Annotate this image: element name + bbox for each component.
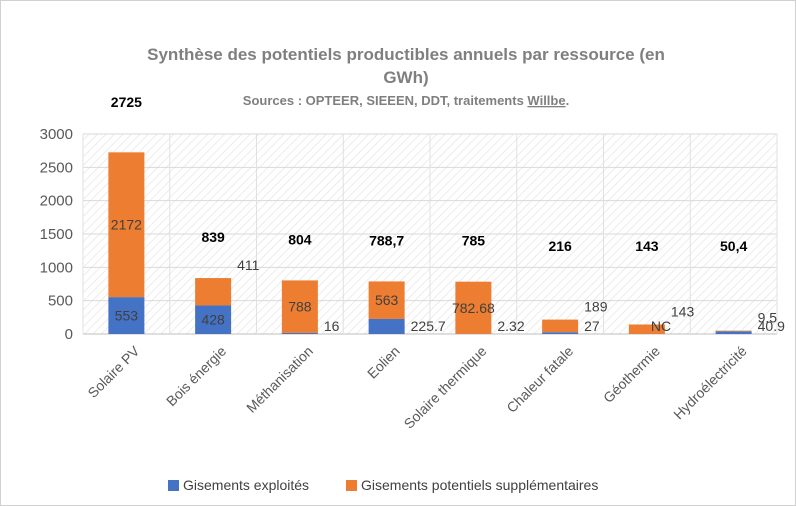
y-tick-label: 500 (48, 293, 73, 310)
data-label-total: 50,4 (720, 238, 747, 254)
y-tick-label: 1500 (40, 226, 73, 243)
data-label-supplementaires: 563 (375, 292, 399, 308)
data-label-exploites: 553 (115, 308, 139, 324)
y-tick-label: 2000 (40, 193, 73, 210)
data-label-supplementaires: 189 (584, 299, 608, 315)
x-axis: Solaire PV Bois énergie Méthanisation Eolie… (84, 342, 749, 431)
bar-exploites (195, 305, 232, 334)
bar-supplementaires (542, 319, 579, 333)
data-label-supplementaires: 9.5 (758, 310, 778, 326)
data-label-exploites: 40.9 (758, 318, 785, 334)
x-tick-label: Solaire thermique (401, 343, 490, 432)
legend-swatch-supplementaires (346, 480, 357, 491)
data-label-total: 2725 (111, 94, 142, 110)
legend-swatch-exploites (168, 480, 179, 491)
chart-title-line-1: Synthèse des potentiels productibles ann… (147, 45, 665, 64)
data-label-total: 839 (201, 229, 225, 245)
subtitle-brand: Willbe (527, 93, 565, 108)
x-tick-label: Bois énergie (163, 343, 229, 409)
data-label-total: 216 (548, 238, 572, 254)
data-label-exploites: 428 (201, 312, 225, 328)
x-tick-label: Géothermie (600, 343, 663, 406)
x-tick-label: Solaire PV (84, 342, 143, 401)
subtitle-prefix: Sources : OPTEER, SIEEEN, DDT, traitemen… (243, 93, 528, 108)
chart-title-line-2: GWh) (383, 68, 428, 87)
data-labels: 553 2172 2725 428 411 839 16 788 804 225.7 563 788,… (111, 94, 785, 334)
bar-exploites (281, 332, 318, 334)
legend-label-supplementaires: Gisements potentiels supplémentaires (361, 477, 598, 493)
data-label-exploites: 225.7 (411, 318, 446, 334)
bar-supplementaires (281, 280, 318, 333)
legend: Gisements exploités Gisements potentiels… (168, 477, 598, 493)
bar-supplementaires (195, 278, 232, 306)
bar-exploites (108, 297, 145, 334)
data-label-supplementaires: 411 (237, 257, 260, 273)
bar-supplementaires (628, 324, 665, 334)
data-label-exploites: NC (651, 318, 671, 334)
bar-exploites (715, 331, 752, 334)
x-tick-label: Méthanisation (243, 343, 316, 416)
data-label-exploites: 16 (324, 318, 340, 334)
legend-label-exploites: Gisements exploités (183, 477, 309, 493)
data-label-exploites: 2.32 (497, 318, 524, 334)
data-label-supplementaires: 788 (288, 299, 312, 315)
data-label-supplementaires: 2172 (111, 217, 142, 233)
bar-supplementaires (715, 330, 752, 332)
bars (108, 152, 752, 334)
data-label-total: 143 (635, 238, 659, 254)
data-label-total: 804 (288, 231, 312, 247)
y-tick-label: 3000 (40, 126, 73, 143)
bar-supplementaires (108, 152, 145, 298)
y-tick-label: 2500 (40, 159, 73, 176)
subtitle-suffix: . (566, 93, 570, 108)
bar-supplementaires (455, 281, 492, 334)
y-tick-label: 0 (65, 326, 73, 343)
chart-subtitle: Sources : OPTEER, SIEEEN, DDT, traitemen… (243, 93, 569, 108)
data-label-exploites: 27 (584, 318, 600, 334)
bar-exploites (542, 332, 579, 334)
data-label-total: 788,7 (369, 232, 404, 248)
gridlines (82, 133, 778, 335)
bar-supplementaires (368, 281, 405, 319)
y-tick-label: 1000 (40, 259, 73, 276)
data-label-supplementaires: 143 (671, 303, 695, 319)
x-tick-label: Chaleur fatale (503, 343, 576, 416)
y-axis: 0 500 1000 1500 2000 2500 3000 (40, 126, 73, 343)
data-label-total: 785 (462, 233, 486, 249)
x-tick-label: Hydroélectricité (670, 343, 750, 423)
x-tick-label: Eolien (364, 343, 403, 382)
data-label-supplementaires: 782.68 (452, 300, 495, 316)
bar-exploites (368, 318, 405, 334)
